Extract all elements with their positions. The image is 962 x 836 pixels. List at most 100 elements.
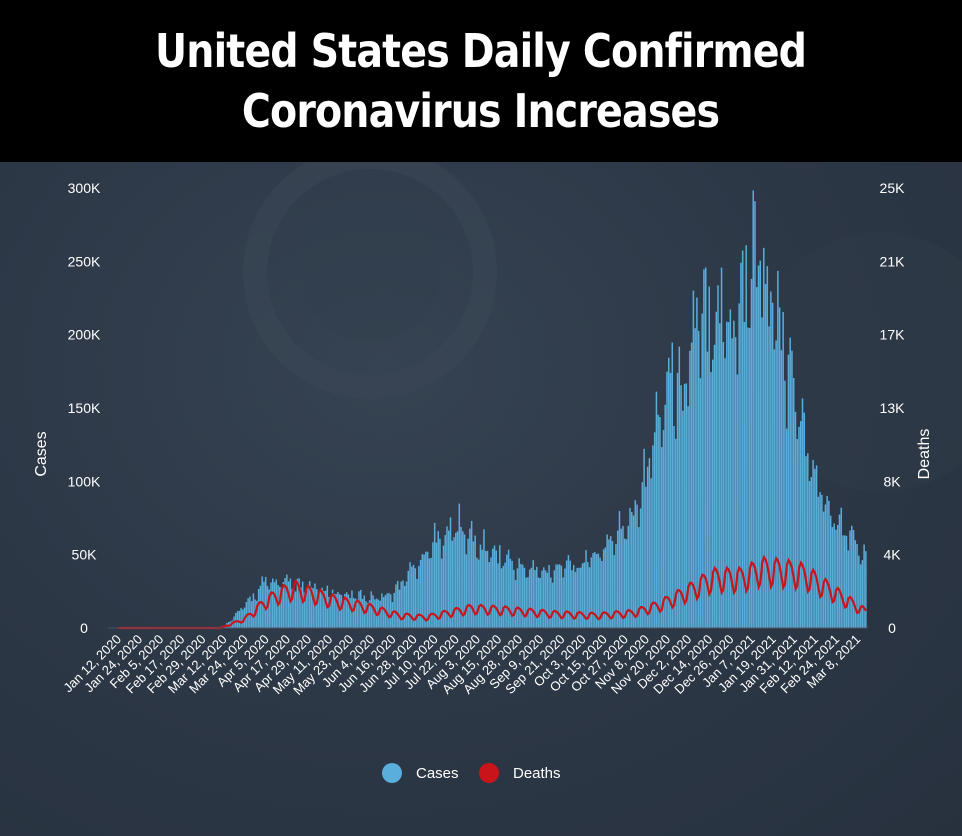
cases-bar	[696, 297, 698, 628]
cases-bar	[456, 531, 459, 628]
cases-bar	[440, 558, 443, 628]
y-tick-left: 100K	[68, 473, 101, 489]
cases-bar	[335, 594, 337, 628]
cases-bar	[782, 312, 784, 628]
cases-bar	[448, 530, 450, 628]
cases-bar	[761, 317, 763, 628]
cases-bar	[349, 597, 351, 628]
cases-bar	[578, 567, 580, 628]
cases-bar	[666, 371, 668, 628]
cases-bar	[574, 571, 577, 628]
cases-bar	[629, 507, 631, 628]
cases-bar	[433, 522, 436, 628]
cases-bar	[560, 565, 563, 628]
cases-bar	[664, 404, 666, 628]
cases-bar	[717, 285, 719, 628]
cases-bar	[474, 535, 476, 628]
cases-bar	[606, 534, 608, 628]
cases-bar	[500, 568, 503, 628]
cases-bar	[428, 558, 431, 628]
cases-bar	[330, 595, 332, 628]
cases-bar	[488, 562, 490, 628]
cases-bar	[557, 564, 559, 628]
cases-bar	[706, 351, 709, 628]
cases-bar	[539, 577, 542, 628]
cases-bar	[854, 540, 857, 628]
cases-bar	[859, 564, 862, 628]
background-decoration	[243, 162, 962, 492]
cases-bar	[294, 591, 297, 628]
cases-bar	[537, 577, 540, 628]
y-tick-left: 50K	[72, 547, 98, 563]
y-axis-left: 300K 250K 200K 150K 100K 50K 0	[68, 180, 101, 636]
cases-bar	[822, 511, 825, 628]
cases-bar	[310, 587, 313, 628]
cases-bar	[418, 566, 420, 628]
cases-bar	[543, 567, 545, 628]
cases-bar	[585, 550, 587, 628]
cases-bar	[572, 565, 575, 628]
cases-bar	[437, 531, 439, 628]
cases-bar	[865, 551, 867, 628]
y-tick-right: 8K	[883, 473, 901, 489]
cases-bar	[386, 593, 388, 628]
cases-bar	[465, 554, 468, 628]
cases-bar	[771, 302, 774, 628]
cases-bar	[733, 320, 735, 628]
cases-bar	[856, 544, 858, 628]
cases-bar	[792, 378, 795, 628]
cases-bar	[504, 562, 506, 628]
cases-bar	[564, 568, 566, 628]
cases-bar	[812, 460, 814, 628]
y-tick-left: 250K	[68, 253, 101, 269]
cases-bar	[414, 568, 417, 628]
cases-bar	[833, 523, 835, 628]
cases-bar	[692, 290, 695, 628]
cases-bar	[731, 338, 733, 628]
cases-bar	[650, 478, 652, 628]
cases-bar	[516, 568, 519, 628]
cases-bar	[713, 344, 716, 628]
cases-bar	[669, 372, 672, 628]
cases-bar	[613, 555, 615, 628]
cases-bar	[590, 557, 593, 628]
cases-bar	[852, 530, 855, 628]
cases-bar	[708, 286, 710, 628]
cases-bar	[449, 517, 452, 628]
chart-svg: 300K 250K 200K 150K 100K 50K 0 25K 21K 17K 13K 8K 4…	[33, 162, 962, 783]
y-axis-right: 25K 21K 17K 13K 8K 4K 0	[880, 180, 906, 636]
cases-bar	[680, 385, 682, 628]
cases-bar	[396, 581, 399, 628]
cases-bar	[338, 594, 341, 628]
cases-bar	[331, 589, 334, 628]
cases-bar	[569, 560, 571, 628]
cases-bar	[467, 538, 469, 628]
cases-bar	[615, 543, 617, 628]
cases-bar	[814, 468, 816, 628]
cases-bar	[638, 527, 640, 628]
cases-bar	[460, 526, 462, 628]
cases-bar	[624, 538, 626, 628]
cases-bar	[256, 600, 258, 628]
cases-bar	[796, 438, 798, 628]
cases-bar	[382, 597, 385, 628]
chart-title-line-2: Coronavirus Increases	[242, 84, 720, 138]
cases-bar	[847, 550, 850, 628]
cases-bar	[845, 535, 848, 628]
cases-bar	[743, 321, 746, 628]
cases-bar	[657, 414, 659, 628]
chart-title-line-1: United States Daily Confirmed	[155, 24, 807, 78]
cases-bar	[368, 600, 371, 628]
cases-bar	[831, 527, 834, 628]
cases-bar	[699, 378, 702, 628]
cases-bar	[662, 430, 665, 628]
cases-bar	[321, 587, 323, 628]
cases-bar	[249, 596, 251, 628]
cases-bar	[379, 600, 381, 628]
y-tick-left: 300K	[68, 180, 101, 196]
cases-bar	[719, 323, 721, 628]
cases-bar	[419, 560, 422, 628]
cases-bar	[694, 328, 696, 628]
cases-bar	[324, 590, 327, 628]
cases-bar	[826, 495, 828, 628]
